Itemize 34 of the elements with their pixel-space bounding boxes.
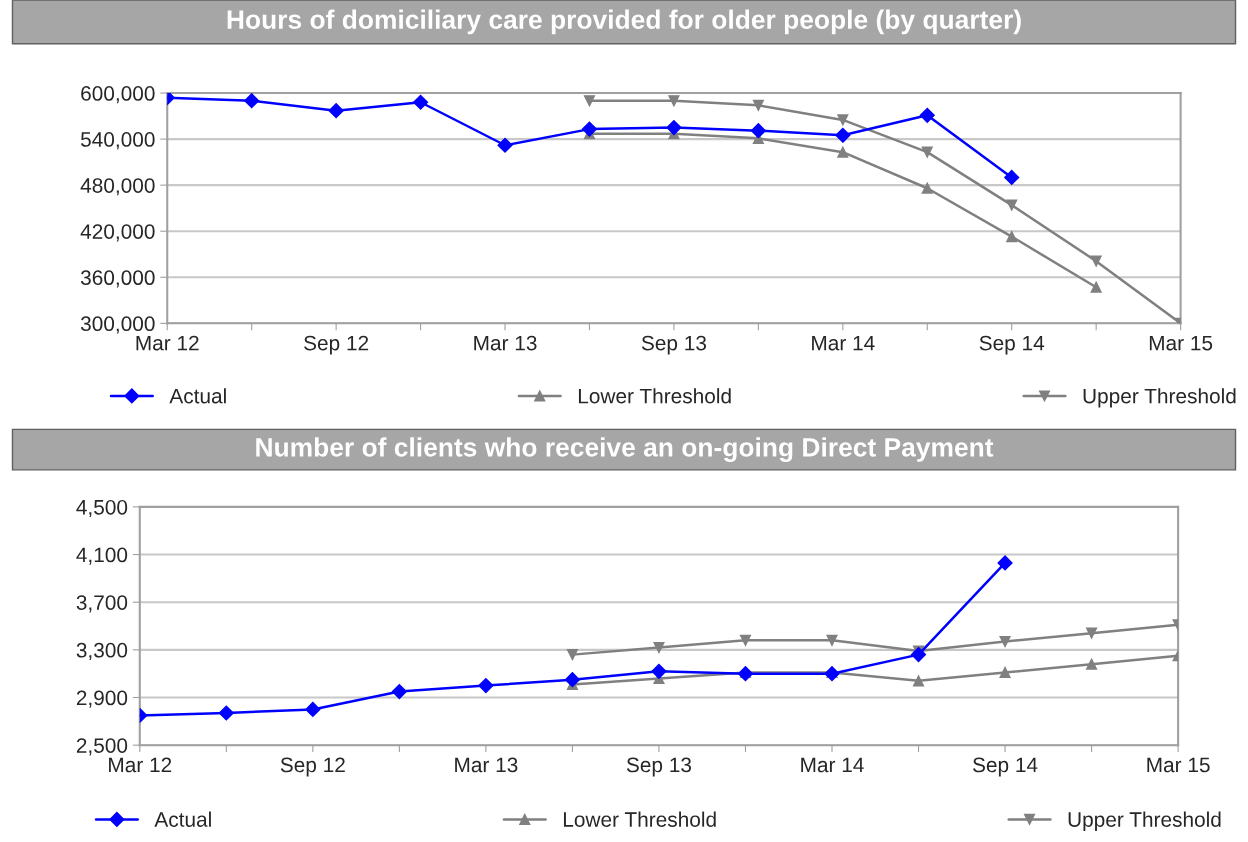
y-tick-label: 480,000 bbox=[80, 178, 155, 196]
y-tick-label: 540,000 bbox=[80, 132, 155, 150]
x-tick-label: Mar 13 bbox=[474, 335, 537, 351]
legend-label: Upper Threshold bbox=[1083, 388, 1236, 408]
legend-label: Lower Threshold bbox=[563, 811, 716, 827]
y-tick-label: 3,300 bbox=[76, 642, 128, 661]
y-tick-label: 300,000 bbox=[80, 316, 155, 334]
legend-label: Upper Threshold bbox=[1068, 811, 1221, 831]
x-tick-label: Sep 12 bbox=[280, 757, 345, 777]
x-tick-label: Mar 15 bbox=[1149, 335, 1213, 351]
legend-label: Actual bbox=[154, 811, 211, 827]
x-tick-label: Mar 12 bbox=[136, 335, 199, 351]
y-tick-label: 2,900 bbox=[76, 690, 128, 708]
x-tick-label: Sep 13 bbox=[626, 757, 692, 777]
y-tick-label: 2,500 bbox=[76, 738, 128, 756]
x-tick-label: Mar 12 bbox=[109, 757, 172, 773]
y-tick-label: 600,000 bbox=[81, 86, 155, 104]
y-tick-label: 420,000 bbox=[80, 224, 155, 242]
chart-title: Hours of domiciliary care provided for older people (by quarter) bbox=[227, 9, 1021, 35]
x-tick-label: Mar 14 bbox=[801, 757, 864, 773]
y-tick-label: 360,000 bbox=[80, 270, 155, 288]
y-tick-label: 4,100 bbox=[76, 547, 128, 565]
x-tick-label: Sep 14 bbox=[979, 335, 1045, 355]
x-tick-label: Mar 13 bbox=[455, 757, 518, 773]
x-tick-label: Sep 13 bbox=[641, 335, 707, 355]
legend-label: Lower Threshold bbox=[578, 388, 731, 404]
x-tick-label: Mar 15 bbox=[1147, 757, 1210, 773]
y-tick-label: 3,700 bbox=[76, 595, 128, 613]
chart-title: Number of clients who receive an on-going Direct Payment bbox=[256, 437, 994, 462]
legend-label: Actual bbox=[169, 388, 226, 404]
x-tick-label: Sep 12 bbox=[304, 335, 369, 355]
y-tick-label: 4,500 bbox=[76, 499, 128, 518]
x-tick-label: Mar 14 bbox=[812, 335, 875, 351]
x-tick-label: Sep 14 bbox=[972, 757, 1038, 777]
